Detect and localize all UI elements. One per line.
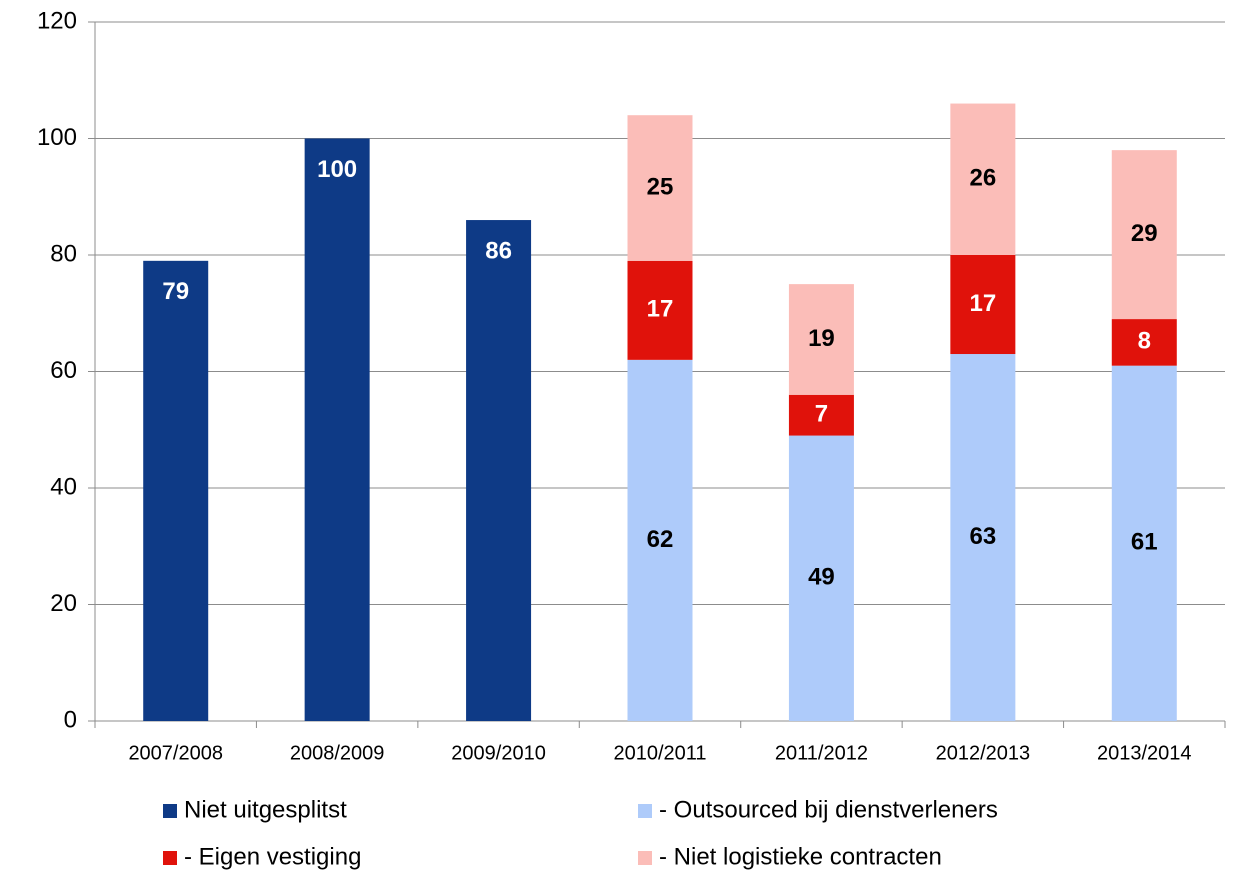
x-tick-label: 2012/2013: [936, 742, 1031, 764]
data-label: 100: [317, 156, 357, 183]
data-label: 7: [815, 401, 828, 428]
data-label: 25: [647, 173, 674, 200]
y-tick-label: 20: [50, 590, 77, 617]
data-label: 19: [808, 325, 835, 352]
y-tick-label: 0: [64, 706, 77, 733]
bar-segment: [788, 435, 854, 721]
legend-swatch: [638, 851, 652, 865]
legend-label: - Eigen vestiging: [184, 843, 361, 870]
x-tick-label: 2009/2010: [451, 742, 546, 764]
y-tick-label: 40: [50, 473, 77, 500]
bar-segment: [1111, 150, 1177, 320]
y-tick-label: 100: [37, 124, 77, 151]
y-tick-label: 120: [37, 7, 77, 34]
legend-label: - Niet logistieke contracten: [659, 843, 942, 870]
y-tick-label: 60: [50, 357, 77, 384]
bar-segment: [1111, 365, 1177, 721]
legend-label: Niet uitgesplitst: [184, 796, 347, 823]
y-tick-label: 80: [50, 240, 77, 267]
bar-segment: [950, 354, 1016, 721]
data-label: 61: [1131, 529, 1158, 556]
x-tick-label: 2013/2014: [1097, 742, 1192, 764]
bar-segment: [1111, 319, 1177, 366]
x-tick-label: 2008/2009: [290, 742, 385, 764]
bar-segment: [304, 138, 370, 721]
data-label: 79: [162, 278, 189, 305]
data-label: 29: [1131, 220, 1158, 247]
bar-segment: [627, 260, 693, 360]
x-tick-label: 2010/2011: [613, 742, 706, 764]
data-label: 63: [970, 523, 997, 550]
bar-segment: [788, 394, 854, 436]
bar-segment: [627, 115, 693, 261]
data-label: 26: [970, 165, 997, 192]
legend-swatch: [638, 804, 652, 818]
bar-segment: [627, 359, 693, 721]
data-label: 17: [970, 290, 997, 317]
x-tick-label: 2011/2012: [775, 742, 868, 764]
bar-segment: [466, 220, 532, 722]
bar-segment: [788, 284, 854, 395]
legend-swatch: [163, 804, 177, 818]
x-tick-label: 2007/2008: [128, 742, 223, 764]
bar-segment: [143, 260, 209, 721]
bar-segment: [950, 255, 1016, 355]
legend-swatch: [163, 851, 177, 865]
legend-label: - Outsourced bij dienstverleners: [659, 796, 998, 823]
bar-segment: [950, 103, 1016, 255]
data-label: 17: [647, 296, 674, 323]
data-label: 8: [1138, 328, 1151, 355]
data-label: 62: [647, 526, 674, 553]
data-label: 86: [485, 237, 512, 264]
data-label: 49: [808, 564, 835, 591]
